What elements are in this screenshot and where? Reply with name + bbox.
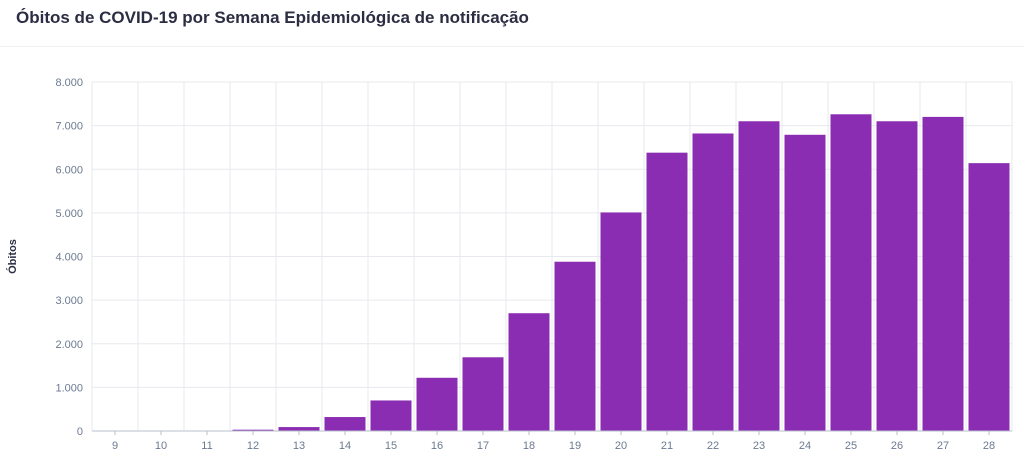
x-tick-label: 27: [937, 440, 949, 452]
bar: [416, 377, 458, 431]
x-tick-label: 10: [155, 440, 167, 452]
x-tick-label: 25: [845, 440, 857, 452]
y-tick-label: 6.000: [55, 164, 83, 176]
bar: [876, 121, 918, 431]
bar: [554, 261, 596, 431]
x-tick-label: 11: [201, 440, 212, 452]
x-tick-label: 23: [753, 440, 765, 452]
bar: [738, 121, 780, 431]
bar: [830, 114, 872, 431]
x-tick-label: 15: [385, 440, 397, 452]
x-tick-label: 16: [431, 440, 443, 452]
bar: [278, 427, 320, 431]
x-tick-label: 22: [707, 440, 719, 452]
x-tick-label: 9: [112, 440, 118, 452]
chart-title: Óbitos de COVID-19 por Semana Epidemioló…: [16, 8, 529, 27]
x-tick-label: 12: [247, 440, 259, 452]
x-tick-label: 13: [293, 440, 305, 452]
y-tick-label: 0: [77, 426, 83, 438]
x-tick-label: 20: [615, 440, 627, 452]
y-tick-label: 3.000: [55, 295, 83, 307]
bar: [370, 400, 412, 431]
y-tick-label: 8.000: [55, 77, 83, 89]
bar: [462, 357, 504, 431]
bar: [922, 116, 964, 432]
y-tick-label: 7.000: [55, 121, 83, 133]
x-tick-label: 26: [891, 440, 903, 452]
bar: [232, 429, 274, 431]
x-tick-label: 18: [523, 440, 535, 452]
bar: [600, 212, 642, 431]
bar: [324, 417, 366, 431]
title-divider: [0, 46, 1024, 47]
bar: [968, 163, 1010, 431]
bar: [784, 134, 826, 431]
x-tick-label: 14: [339, 440, 351, 452]
x-tick-label: 21: [661, 440, 673, 452]
y-tick-label: 4.000: [55, 252, 83, 264]
bar: [646, 152, 688, 432]
x-tick-label: 19: [569, 440, 581, 452]
bar: [508, 313, 550, 431]
y-tick-label: 5.000: [55, 208, 83, 220]
y-tick-label: 1.000: [55, 382, 83, 394]
y-tick-label: 2.000: [55, 339, 83, 351]
y-axis-label: Óbitos: [6, 239, 19, 274]
bar: [692, 133, 734, 432]
x-tick-label: 17: [477, 440, 489, 452]
x-tick-label: 24: [799, 440, 811, 452]
x-tick-label: 28: [983, 440, 995, 452]
